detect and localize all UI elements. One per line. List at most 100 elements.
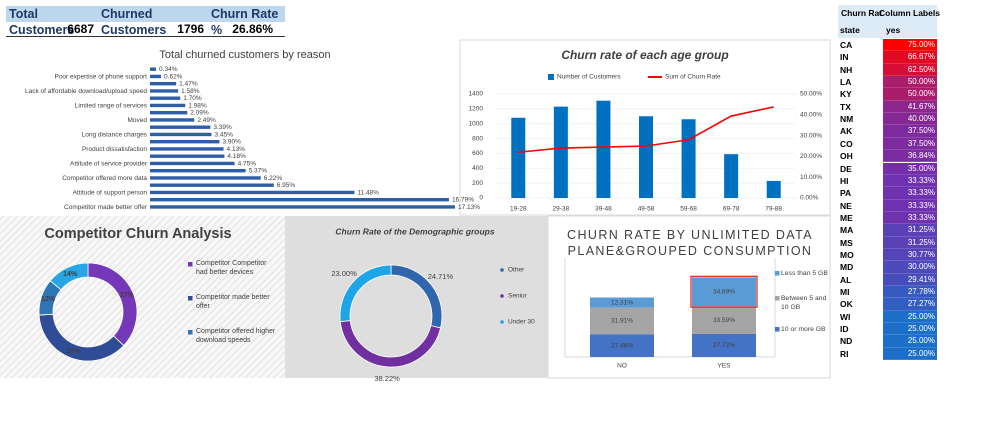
legend-label: Sum of Churn Rate xyxy=(665,74,721,81)
data-label: 6.22% xyxy=(264,175,283,182)
table-cell: MO xyxy=(840,249,854,260)
table-cell: 31.25% xyxy=(883,224,937,237)
legend-swatch xyxy=(548,74,554,80)
bar xyxy=(150,198,449,202)
y2-tick-label: 30.00% xyxy=(800,132,822,139)
data-label: 37% xyxy=(120,292,135,299)
bar xyxy=(150,140,220,144)
table-cell: OH xyxy=(840,151,853,162)
table-cell: 37.50% xyxy=(883,125,937,138)
table-cell: 35.00% xyxy=(883,162,937,175)
bar xyxy=(150,190,355,195)
category-label: Attitude of support person xyxy=(73,189,148,196)
table-cell: MI xyxy=(840,287,850,297)
slice xyxy=(339,264,392,323)
table-header: Column Labels xyxy=(879,8,940,18)
table-cell: WI xyxy=(840,311,851,322)
table-cell: CA xyxy=(840,40,853,50)
legend-swatch xyxy=(188,330,193,335)
bar xyxy=(150,176,261,180)
bar-segment xyxy=(692,333,756,357)
table-cell: 50.00% xyxy=(883,88,937,101)
table-cell: DE xyxy=(840,163,852,174)
data-label: 17.13% xyxy=(458,204,480,211)
table-cell: 25.00% xyxy=(883,347,937,361)
data-label: 27.46% xyxy=(611,342,633,349)
bar xyxy=(511,117,526,198)
legend-swatch xyxy=(188,296,193,301)
table-cell: IN xyxy=(840,52,849,63)
table-cell: 33.33% xyxy=(883,187,937,200)
data-label: 6.95% xyxy=(277,182,296,189)
y2-tick-label: 0.00% xyxy=(800,195,819,202)
y-tick-label: 200 xyxy=(472,180,483,187)
table-cell: 66.67% xyxy=(883,51,937,64)
bar-segment xyxy=(590,334,654,357)
table-cell: PA xyxy=(840,188,852,199)
x-tick-label: 19-28 xyxy=(510,206,527,213)
data-label: 0.34% xyxy=(159,66,178,73)
bar xyxy=(553,106,568,198)
data-label: 12% xyxy=(41,296,56,303)
data-label: 1.98% xyxy=(188,102,207,109)
table-column: yes xyxy=(886,25,901,35)
bar xyxy=(150,74,162,79)
bar xyxy=(150,82,177,86)
table-cell: 27.78% xyxy=(883,286,937,299)
bar xyxy=(639,116,653,198)
table-cell: 29.41% xyxy=(883,273,937,286)
bar xyxy=(681,119,696,198)
data-label: 16.79% xyxy=(452,197,474,204)
data-label: 12.31% xyxy=(611,299,633,306)
data-label: 38.22% xyxy=(374,374,400,383)
table-header-bg xyxy=(838,5,937,38)
legend-swatch xyxy=(775,327,780,332)
x-tick-label: 39-48 xyxy=(595,206,612,213)
bar xyxy=(150,132,212,137)
category-label: Competitor made better offer xyxy=(64,204,148,211)
table-column: state xyxy=(840,25,860,35)
y2-tick-label: 50.00% xyxy=(800,91,822,98)
table-cell: 33.33% xyxy=(883,174,937,188)
table-cell: 62.50% xyxy=(883,63,937,77)
category-label: Lack of affordable download/upload speed xyxy=(25,88,147,95)
table-cell: 75.00% xyxy=(883,39,937,52)
category-label: Moved xyxy=(127,117,147,124)
table-cell: 30.00% xyxy=(883,261,937,274)
kpi-value: 26.86% xyxy=(208,22,285,37)
table-cell: HI xyxy=(840,175,849,186)
chart-title: Total churned customers by reason xyxy=(159,49,330,61)
data-label: 1.70% xyxy=(183,95,202,102)
data-label: 23.00% xyxy=(331,269,357,278)
table-cell: 27.27% xyxy=(883,298,937,311)
y-tick-label: 1200 xyxy=(469,106,484,113)
table-cell: 40.00% xyxy=(883,113,937,126)
data-label: 24.71% xyxy=(428,272,454,281)
bar xyxy=(150,96,181,100)
data-label: 2.49% xyxy=(197,117,216,124)
data-label: 11.48% xyxy=(357,189,379,196)
legend-label: Under 30 xyxy=(508,319,535,326)
table-cell: 30.77% xyxy=(883,248,937,262)
table-cell: OK xyxy=(840,299,853,310)
table-cell: NH xyxy=(840,64,853,75)
data-label: 3.90% xyxy=(222,139,241,146)
bar xyxy=(596,100,611,198)
table-cell: RI xyxy=(840,348,849,359)
bar xyxy=(150,169,246,173)
data-label: 31.91% xyxy=(611,318,633,325)
kpi-header: Churn Rate % xyxy=(208,6,285,37)
legend-swatch xyxy=(500,320,504,324)
bar xyxy=(150,103,186,108)
bar xyxy=(150,147,224,151)
y-tick-label: 1400 xyxy=(469,91,484,98)
bar xyxy=(150,154,225,158)
slice xyxy=(49,262,89,291)
x-tick-label: 49-58 xyxy=(638,206,655,213)
table-cell: 33.33% xyxy=(883,211,937,225)
table-cell: 25.00% xyxy=(883,310,937,324)
data-label: 14% xyxy=(63,271,78,278)
data-label: 3.45% xyxy=(214,131,233,138)
